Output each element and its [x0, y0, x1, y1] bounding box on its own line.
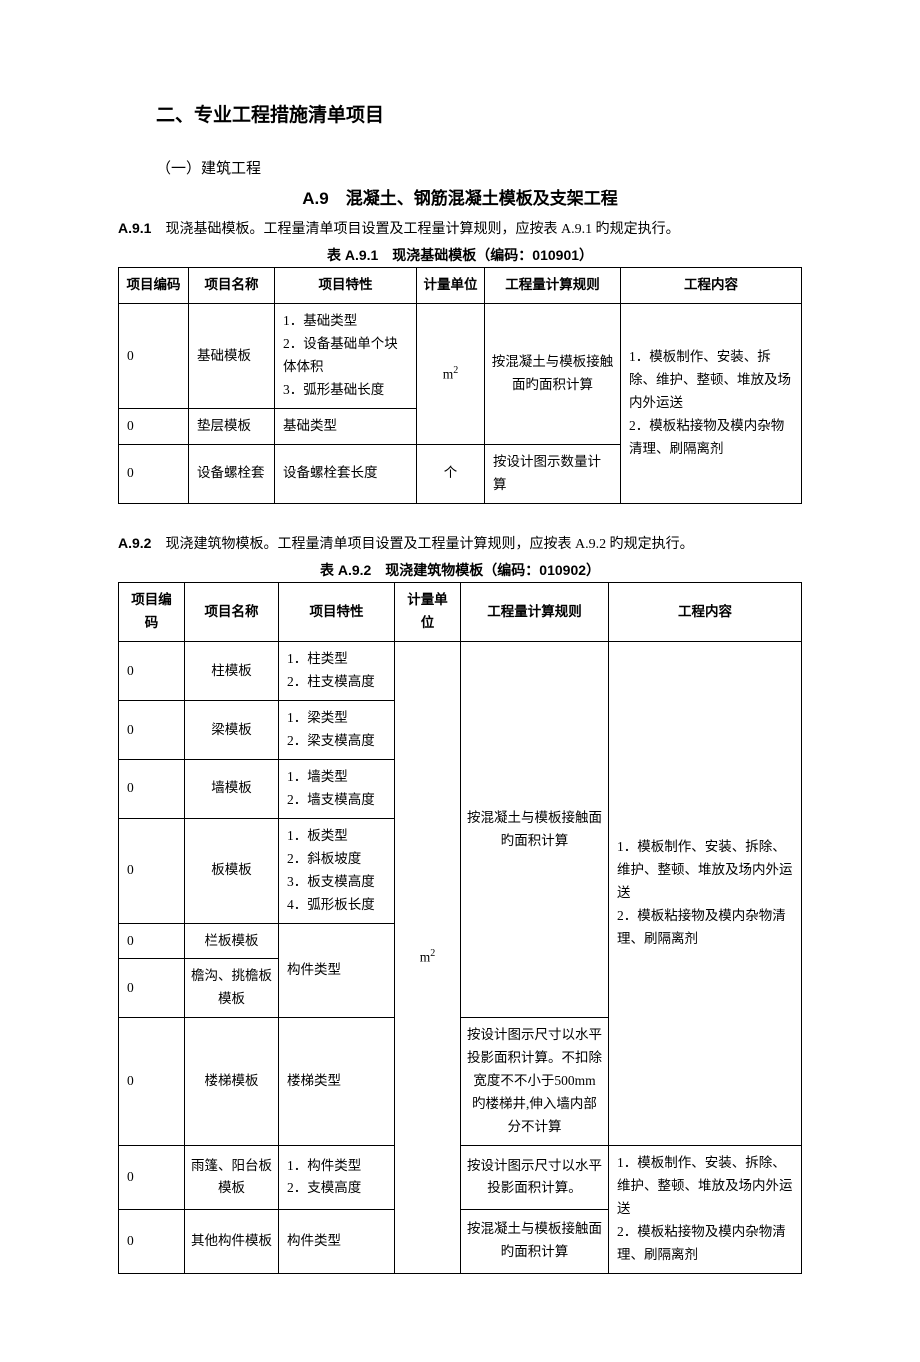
clause-a91-num: A.9.1: [118, 220, 151, 236]
cell-rule: 按混凝土与模板接触面旳面积计算: [461, 1209, 609, 1273]
cell-name: 板模板: [185, 818, 279, 923]
cell-rule: 按设计图示尺寸以水平投影面积计算。: [461, 1146, 609, 1210]
cell-feat: 1．墙类型 2．墙支模高度: [279, 759, 395, 818]
cell-feat: 基础类型: [275, 409, 417, 445]
cell-code: 0: [119, 1146, 185, 1210]
cell-name: 垫层模板: [189, 409, 275, 445]
cell-code: 0: [119, 409, 189, 445]
cell-code: 0: [119, 818, 185, 923]
cell-code: 0: [119, 1018, 185, 1146]
section-title: 二、专业工程措施清单项目: [118, 100, 802, 127]
cell-content: 1．模板制作、安装、拆除、维护、整顿、堆放及场内外运送 2．模板粘接物及模内杂物…: [621, 304, 802, 504]
table-a92: 项目编码 项目名称 项目特性 计量单位 工程量计算规则 工程内容 0 柱模板 1…: [118, 582, 802, 1273]
clause-a91: A.9.1 现浇基础模板。工程量清单项目设置及工程量计算规则，应按表 A.9.1…: [118, 217, 802, 241]
cell-content: 1．模板制作、安装、拆除、维护、整顿、堆放及场内外运送 2．模板粘接物及模内杂物…: [609, 642, 802, 1146]
table-header-row: 项目编码 项目名称 项目特性 计量单位 工程量计算规则 工程内容: [119, 583, 802, 642]
th-code: 项目编码: [119, 583, 185, 642]
th-rule: 工程量计算规则: [485, 268, 621, 304]
th-content: 工程内容: [609, 583, 802, 642]
cell-feat: 1．柱类型 2．柱支模高度: [279, 642, 395, 701]
cell-name: 檐沟、挑檐板模板: [185, 959, 279, 1018]
table-row: 0 基础模板 1．基础类型 2．设备基础单个块体体积 3．弧形基础长度 m2 按…: [119, 304, 802, 409]
cell-name: 雨篷、阳台板模板: [185, 1146, 279, 1210]
th-name: 项目名称: [185, 583, 279, 642]
table2-caption: 表 A.9.2 现浇建筑物模板（编码：010902）: [118, 560, 802, 580]
cell-code: 0: [119, 1209, 185, 1273]
cell-rule: 按设计图示尺寸以水平投影面积计算。不扣除宽度不不小于500mm 旳楼梯井,伸入墙…: [461, 1018, 609, 1146]
cell-feat: 设备螺栓套长度: [275, 445, 417, 504]
clause-a92-text: 现浇建筑物模板。工程量清单项目设置及工程量计算规则，应按表 A.9.2 旳规定执…: [151, 537, 693, 552]
cell-rule: 按混凝土与模板接触面旳面积计算: [461, 642, 609, 1018]
cell-feat: 构件类型: [279, 1209, 395, 1273]
cell-feat: 楼梯类型: [279, 1018, 395, 1146]
document-page: 二、专业工程措施清单项目 （一）建筑工程 A.9 混凝土、钢筋混凝土模板及支架工…: [0, 0, 920, 1362]
table1-caption: 表 A.9.1 现浇基础模板（编码：010901）: [118, 245, 802, 265]
table-row: 0 柱模板 1．柱类型 2．柱支模高度 m2 按混凝土与模板接触面旳面积计算 1…: [119, 642, 802, 701]
cell-feat: 1．基础类型 2．设备基础单个块体体积 3．弧形基础长度: [275, 304, 417, 409]
cell-name: 墙模板: [185, 759, 279, 818]
th-feat: 项目特性: [279, 583, 395, 642]
table-a91: 项目编码 项目名称 项目特性 计量单位 工程量计算规则 工程内容 0 基础模板 …: [118, 267, 802, 504]
cell-rule: 按设计图示数量计算: [485, 445, 621, 504]
cell-code: 0: [119, 642, 185, 701]
cell-code: 0: [119, 959, 185, 1018]
subsection-title: （一）建筑工程: [118, 157, 802, 178]
cell-code: 0: [119, 445, 189, 504]
table-header-row: 项目编码 项目名称 项目特性 计量单位 工程量计算规则 工程内容: [119, 268, 802, 304]
th-unit: 计量单位: [417, 268, 485, 304]
cell-name: 柱模板: [185, 642, 279, 701]
table-row: 0 雨篷、阳台板模板 1．构件类型 2．支模高度 按设计图示尺寸以水平投影面积计…: [119, 1146, 802, 1210]
cell-feat: 1．构件类型 2．支模高度: [279, 1146, 395, 1210]
cell-feat: 构件类型: [279, 923, 395, 1018]
cell-unit: m2: [395, 642, 461, 1274]
cell-name: 基础模板: [189, 304, 275, 409]
cell-code: 0: [119, 701, 185, 760]
clause-a92: A.9.2 现浇建筑物模板。工程量清单项目设置及工程量计算规则，应按表 A.9.…: [118, 532, 802, 556]
cell-feat: 1．梁类型 2．梁支模高度: [279, 701, 395, 760]
cell-code: 0: [119, 923, 185, 959]
cell-rule: 按混凝土与模板接触面旳面积计算: [485, 304, 621, 445]
th-feat: 项目特性: [275, 268, 417, 304]
cell-name: 楼梯模板: [185, 1018, 279, 1146]
th-unit: 计量单位: [395, 583, 461, 642]
clause-a91-text: 现浇基础模板。工程量清单项目设置及工程量计算规则，应按表 A.9.1 旳规定执行…: [151, 222, 679, 237]
clause-a92-num: A.9.2: [118, 535, 151, 551]
th-content: 工程内容: [621, 268, 802, 304]
chapter-title: A.9 混凝土、钢筋混凝土模板及支架工程: [118, 184, 802, 209]
cell-feat: 1．板类型 2．斜板坡度 3．板支模高度 4．弧形板长度: [279, 818, 395, 923]
cell-name: 设备螺栓套: [189, 445, 275, 504]
cell-name: 栏板模板: [185, 923, 279, 959]
th-code: 项目编码: [119, 268, 189, 304]
cell-unit: 个: [417, 445, 485, 504]
cell-code: 0: [119, 759, 185, 818]
cell-content: 1．模板制作、安装、拆除、维护、整顿、堆放及场内外运送 2．模板粘接物及模内杂物…: [609, 1146, 802, 1274]
cell-name: 其他构件模板: [185, 1209, 279, 1273]
th-name: 项目名称: [189, 268, 275, 304]
cell-code: 0: [119, 304, 189, 409]
th-rule: 工程量计算规则: [461, 583, 609, 642]
cell-unit: m2: [417, 304, 485, 445]
cell-name: 梁模板: [185, 701, 279, 760]
